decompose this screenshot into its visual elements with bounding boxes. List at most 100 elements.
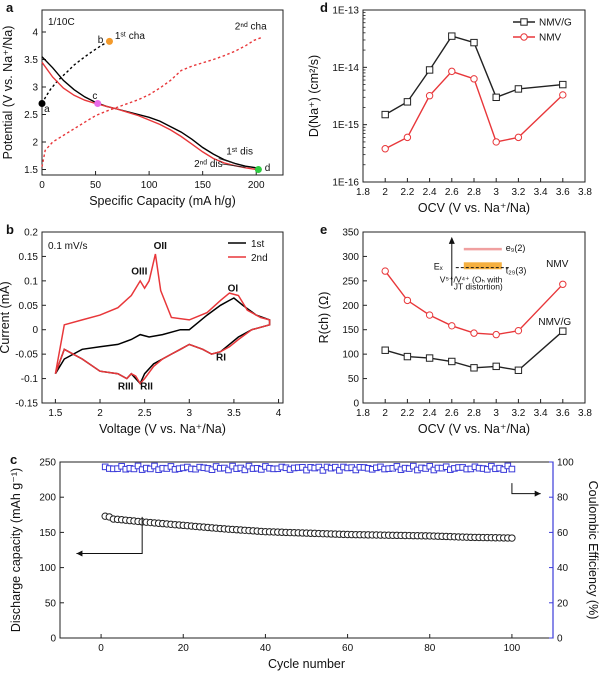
- panel-b: 1.5 2 2.5 3 3.5 4 -0.15 -0.1 -0.05 0 0.05 0.1 0.15 0.…: [0, 222, 284, 436]
- curve-label-2nd-cha: 2ⁿᵈ cha: [235, 21, 267, 32]
- x-tick-label: 3: [493, 408, 499, 419]
- peak-label: RII: [140, 381, 153, 392]
- y-axis-label: Discharge capacity (mAh g⁻¹): [9, 468, 23, 632]
- plot-frame: [41, 231, 284, 404]
- x-tick-label: 2.4: [423, 408, 437, 419]
- series-label-nmvg: NMV/G: [538, 317, 571, 328]
- y-tick-label: 1.5: [24, 165, 38, 176]
- y-tick-label: 2: [32, 138, 38, 149]
- y-tick-label: -0.1: [21, 374, 39, 385]
- data-point: [514, 326, 523, 335]
- y-tick-label: 1E-16: [332, 178, 359, 189]
- x-tick-label: 4: [276, 408, 282, 419]
- plot-frame: [41, 9, 284, 176]
- curve-label-1st-dis: 1ˢᵗ dis: [226, 147, 253, 158]
- series-line-2nd-dis: [41, 61, 257, 171]
- y-axis-label: R(ch) (Ω): [317, 292, 331, 344]
- right-axis-arrow: [511, 483, 541, 495]
- x-axis-label: Specific Capacity (mA h/g): [89, 194, 236, 208]
- efficiency-point: [500, 466, 507, 473]
- x-tick-label: 3: [186, 408, 192, 419]
- x-tick-label: 80: [424, 643, 436, 654]
- data-point: [470, 364, 478, 372]
- y-tick-label: 1E-13: [332, 6, 359, 17]
- efficiency-point: [134, 462, 142, 470]
- data-point: [425, 66, 434, 74]
- peak-label: OII: [154, 241, 168, 252]
- series-line-1st-cha: [41, 40, 109, 104]
- data-point: [403, 98, 412, 106]
- data-point: [403, 352, 412, 361]
- panel-label: d: [320, 0, 328, 15]
- y-axis-label: D(Na⁺) (cm²/s): [307, 55, 321, 137]
- data-point: [492, 330, 500, 339]
- point-marker: [254, 166, 262, 173]
- panel-d: 1.8 2 2.2 2.4 2.6 2.8 3 3.2 3.4 3.6 3.8 1E-16 1E-15 1…: [307, 0, 592, 215]
- x-tick-label: 1.8: [356, 187, 370, 198]
- t2g-label: t₂₉(3): [506, 266, 527, 276]
- y-tick-label: 50: [45, 598, 57, 609]
- data-point: [559, 91, 567, 99]
- y-tick-label: 2.5: [24, 110, 38, 121]
- x-tick-label: 2.2: [400, 408, 414, 419]
- y-tick-label: 0: [353, 399, 359, 410]
- data-point: [425, 92, 434, 100]
- eg-label: e₉(2): [506, 243, 526, 253]
- x-axis-label: OCV (V vs. Na⁺/Na): [418, 201, 530, 215]
- legend-marker: [520, 18, 528, 26]
- x-tick-label: 1.8: [356, 408, 370, 419]
- x-tick-label: 60: [342, 643, 354, 654]
- peak-label: RI: [216, 352, 226, 363]
- x-tick-label: 2.6: [445, 408, 459, 419]
- y-tick-label: 1E-14: [332, 63, 359, 74]
- data-point: [514, 85, 523, 93]
- y-tick-label: 3: [32, 83, 38, 94]
- efficiency-point: [410, 462, 417, 470]
- peak-label: OI: [228, 284, 239, 295]
- x-tick-label: 2.8: [467, 408, 481, 419]
- y-tick-label: 0.15: [19, 252, 39, 263]
- panel-label: e: [320, 222, 327, 237]
- peak-label: OIII: [131, 267, 147, 278]
- x-tick-label: 2.6: [445, 187, 459, 198]
- data-point: [381, 346, 389, 354]
- legend-label: 2nd: [251, 253, 268, 264]
- legend-label: 1st: [251, 239, 265, 250]
- x-tick-label: 1.5: [48, 408, 62, 419]
- x-axis-label: Voltage (V vs. Na⁺/Na): [99, 422, 226, 436]
- y-tick-label: 50: [348, 374, 360, 385]
- data-point: [448, 67, 456, 76]
- right-axis-arrowhead: [534, 490, 541, 497]
- x-tick-label: 3: [493, 187, 499, 198]
- panel-label: a: [6, 0, 14, 15]
- data-point: [448, 322, 456, 330]
- leader-line: [218, 158, 235, 164]
- data-point: [381, 145, 389, 153]
- x-tick-label: 3.6: [556, 187, 570, 198]
- data-point: [492, 93, 500, 102]
- point-marker: [105, 37, 113, 45]
- x-tick-label: 2.8: [467, 187, 481, 198]
- data-point: [381, 110, 389, 119]
- x-axis-label: Cycle number: [268, 657, 345, 671]
- series-line-NMV: [384, 70, 564, 150]
- x-tick-label: 3.2: [511, 408, 525, 419]
- fermi-label: Eₓ: [434, 262, 443, 272]
- y-tick-label: -0.15: [15, 399, 38, 410]
- x-tick-label: 0: [39, 180, 45, 191]
- x-tick-label: 100: [504, 643, 521, 654]
- y-tick-label: 0: [32, 325, 38, 336]
- efficiency-point: [319, 467, 327, 474]
- energy-axis-arrowhead: [448, 236, 455, 244]
- left-axis-arrowhead: [76, 550, 83, 557]
- data-point: [403, 133, 412, 142]
- y-tick-label: -0.05: [15, 350, 38, 361]
- legend-label: NMV/G: [539, 18, 572, 29]
- data-point: [448, 32, 456, 40]
- data-point: [381, 267, 389, 275]
- curve-label-1st-cha: 1ˢᵗ cha: [115, 31, 145, 42]
- point-label-d: d: [265, 163, 271, 174]
- y-tick-label: 4: [32, 28, 38, 39]
- t2g-band: [463, 262, 502, 270]
